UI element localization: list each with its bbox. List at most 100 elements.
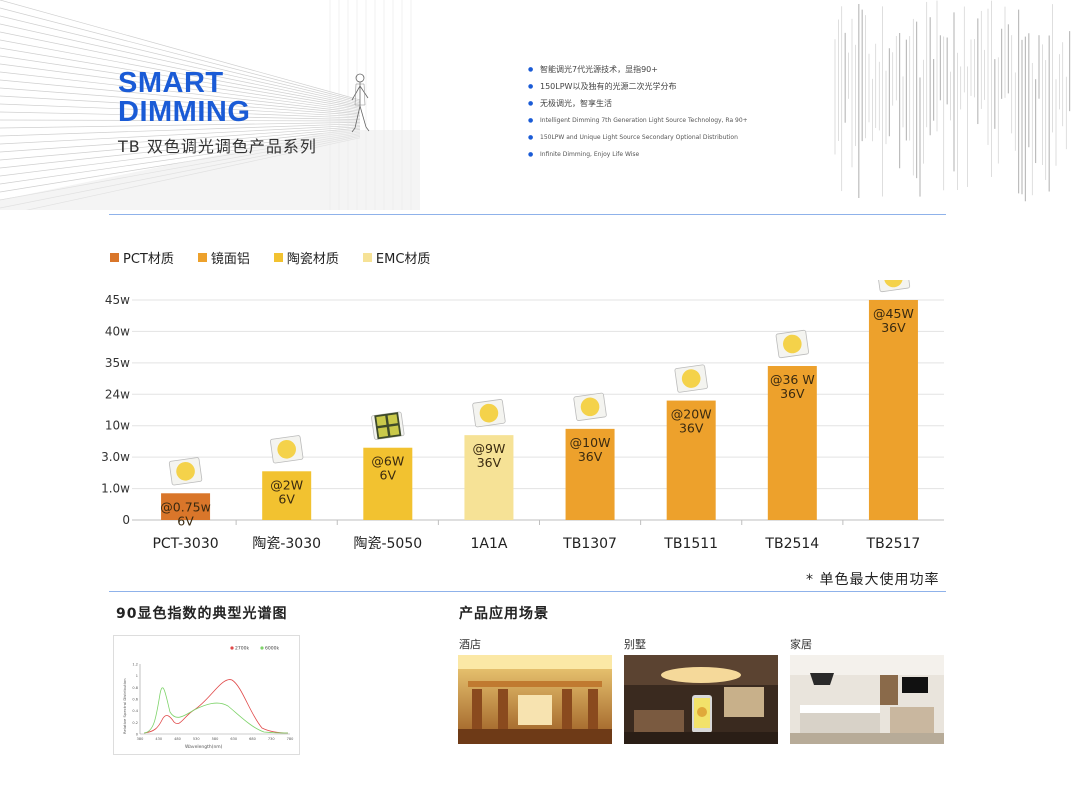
led-chip-icon (674, 364, 708, 393)
led-chip-icon (472, 399, 506, 428)
legend-label: PCT材质 (123, 251, 174, 267)
x-category-label: TB1307 (562, 536, 617, 552)
bar (868, 300, 918, 520)
y-tick-label: 3.0w (101, 450, 130, 464)
scene-label-villa: 别墅 (624, 638, 646, 651)
bar-voltage-label: 36V (881, 320, 906, 335)
spectrum-x-tick: 480 (174, 737, 181, 741)
spectrum-y-tick: 0.8 (132, 686, 138, 690)
x-category-label: 陶瓷-3030 (252, 536, 321, 552)
x-category-label: PCT-3030 (152, 536, 218, 552)
legend-item: EMC材质 (362, 248, 431, 267)
y-tick-label: 10w (105, 419, 130, 433)
feature-item: 150LPW and Unique Light Source Secondary… (528, 130, 748, 147)
bar-voltage-label: 36V (679, 421, 704, 436)
bar-power-label: @6W (371, 454, 404, 469)
bar-power-label: @10W (570, 435, 611, 450)
scene-label-hotel: 酒店 (459, 638, 481, 651)
brand-title-line1: SMART (118, 67, 224, 99)
bar-voltage-label: 6V (278, 491, 295, 506)
spectrum-y-tick: 1 (136, 674, 138, 678)
y-tick-label: 35w (105, 356, 130, 370)
bar-power-label: @36 W (770, 372, 815, 387)
bar-voltage-label: 6V (380, 468, 397, 483)
spectrum-y-tick: 0.4 (132, 709, 138, 713)
led-chip-icon (371, 411, 405, 440)
led-chip-icon (573, 392, 607, 421)
spectrum-x-tick: 730 (268, 737, 275, 741)
feature-item: 150LPW以及独有的光源二次光学分布 (528, 79, 748, 96)
spectrum-legend-dot (260, 646, 264, 650)
bar (464, 435, 514, 520)
spectrum-x-label: Wavelength(nm) (185, 744, 223, 750)
bar-voltage-label: 6V (177, 513, 194, 528)
y-tick-label: 40w (105, 324, 130, 338)
bar (565, 428, 615, 520)
feature-list: 智能调光7代光源技术，显指90+ 150LPW以及独有的光源二次光学分布 无极调… (528, 62, 748, 164)
brand-title-line2: DIMMING (118, 96, 251, 128)
legend-item: 陶瓷材质 (273, 248, 339, 267)
bar (161, 493, 211, 520)
spectrum-x-tick: 530 (193, 737, 200, 741)
x-category-label: TB1511 (663, 536, 718, 552)
led-chip-icon (775, 329, 809, 359)
applications-title: 产品应用场景 (459, 606, 549, 622)
header-perspective-art (0, 0, 420, 210)
power-bar-chart: 01.0w3.0w10w24w35w40w45w@0.75w6VPCT-3030… (101, 280, 944, 552)
legend-label: 陶瓷材质 (286, 251, 339, 267)
home-photo (790, 655, 944, 744)
spectrum-y-tick: 1.2 (132, 663, 138, 667)
legend-label: 镜面铝 (210, 251, 250, 267)
spectrum-y-tick: 0 (136, 733, 138, 737)
feature-item: 无极调光，智享生活 (528, 96, 748, 113)
spectrum-y-label: Relative Spectral Distribution (122, 678, 127, 734)
bar (767, 366, 817, 520)
walking-figure-icon (351, 73, 370, 133)
scene-label-home: 家居 (790, 638, 812, 651)
x-category-label: TB2514 (764, 536, 819, 552)
spectrum-line-2700k (143, 679, 289, 734)
spectrum-chart: 0 0.2 0.4 0.6 0.8 1 1.2 380 430 480 530 580 630 680 73… (122, 646, 294, 751)
spectrum-y-tick: 0.2 (132, 721, 138, 725)
bar (666, 400, 716, 520)
villa-photo (624, 655, 778, 744)
spectrum-title: 90显色指数的典型光谱图 (116, 606, 288, 622)
header-divider (109, 214, 946, 215)
legend-swatch (110, 252, 119, 262)
spectrum-y-tick: 0.6 (132, 698, 138, 702)
bar-power-label: @20W (671, 407, 712, 422)
bar-power-label: @45W (873, 306, 914, 321)
legend-item: PCT材质 (110, 248, 174, 267)
spectrum-line-6000k (143, 687, 289, 734)
feature-item: 智能调光7代光源技术，显指90+ (528, 62, 748, 79)
spectrum-legend-label: 2700k (235, 646, 249, 652)
spectrum-x-tick: 380 (137, 737, 144, 741)
x-category-label: TB2517 (866, 536, 921, 552)
x-category-label: 1A1A (470, 536, 507, 552)
section-divider (109, 591, 946, 592)
x-category-label: 陶瓷-5050 (353, 536, 422, 552)
legend-label: EMC材质 (375, 251, 431, 267)
bar-voltage-label: 36V (780, 386, 805, 401)
series-subtitle: TB 双色调光调色产品系列 (118, 137, 317, 156)
bar-power-label: @0.75w (160, 499, 211, 514)
hotel-photo (458, 655, 612, 744)
legend-swatch (362, 252, 372, 262)
y-tick-label: 45w (105, 293, 130, 307)
feature-item: Infinite Dimming, Enjoy Life Wise (528, 147, 748, 164)
spectrum-x-tick: 430 (155, 737, 162, 741)
bar (363, 447, 413, 520)
legend-swatch (273, 252, 283, 262)
spectrum-x-tick: 780 (287, 737, 294, 741)
bar-voltage-label: 36V (578, 449, 603, 464)
header-barcode-art (834, 0, 1071, 202)
footnote: * 单色最大使用功率 (806, 572, 940, 588)
bar-voltage-label: 36V (477, 455, 502, 470)
spectrum-legend-dot (230, 646, 234, 650)
y-tick-label: 1.0w (101, 482, 130, 496)
led-chip-icon (270, 435, 304, 464)
led-chip-icon (168, 457, 203, 486)
legend-item: 镜面铝 (197, 248, 250, 267)
led-chip-icon (876, 280, 911, 293)
spectrum-x-tick: 630 (230, 737, 237, 741)
